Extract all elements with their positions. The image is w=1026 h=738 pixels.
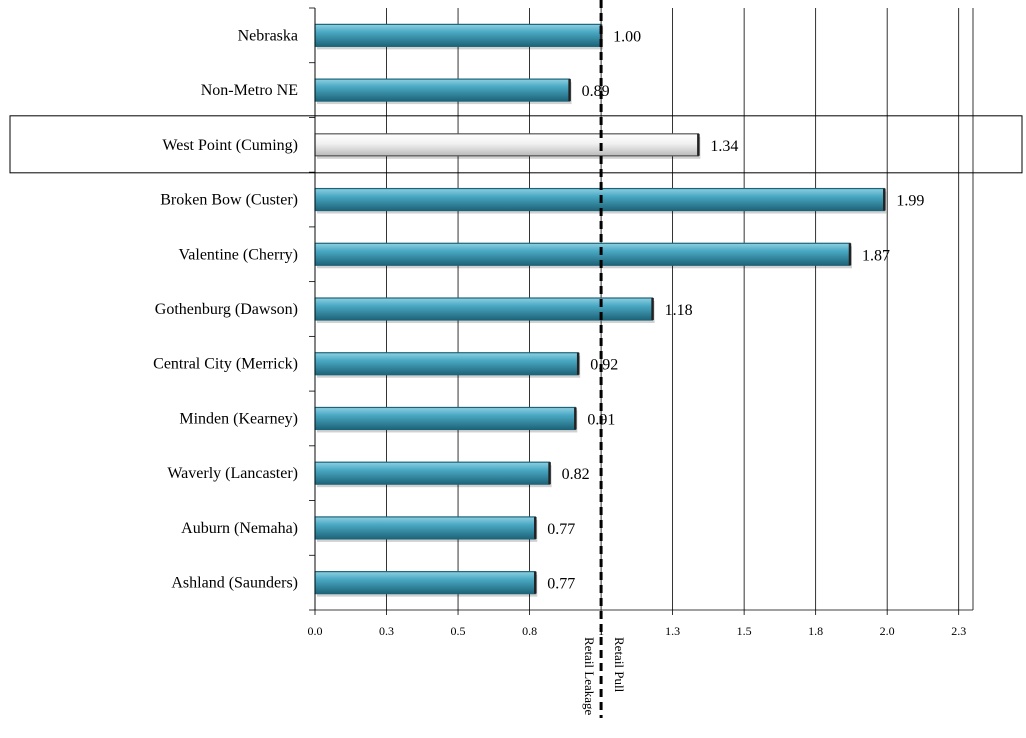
value-label: 0.77 (547, 576, 575, 593)
bars (314, 23, 887, 597)
value-labels: 1.000.891.341.991.871.180.920.910.820.77… (547, 28, 924, 592)
category-label: Waverly (Lancaster) (167, 465, 298, 482)
x-tick-label: 0.5 (451, 624, 466, 638)
reference-line: Retail Leakage Retail Pull (582, 0, 627, 718)
bar-highlighted (314, 133, 699, 157)
value-label: 1.18 (665, 302, 693, 319)
bar (314, 406, 576, 431)
value-label: 0.77 (547, 521, 575, 538)
bar (314, 23, 602, 47)
value-label: 1.99 (896, 193, 924, 210)
x-tick-label: 1.8 (808, 624, 823, 638)
x-tick-label: 0.3 (379, 624, 394, 638)
category-label: Central City (Merrick) (153, 356, 298, 373)
category-label: Valentine (Cherry) (178, 246, 298, 263)
x-tick-label: 0.8 (522, 624, 537, 638)
bar (314, 516, 536, 540)
bar (314, 78, 571, 102)
category-label: Gothenburg (Dawson) (155, 301, 298, 318)
x-axis: 0.00.30.50.811.31.51.82.02.3 (308, 7, 973, 638)
bar (314, 461, 551, 485)
category-label: Ashland (Saunders) (171, 575, 298, 592)
x-tick-label: 1.5 (737, 624, 752, 638)
value-label: 1.34 (710, 138, 738, 155)
highlight-row-box (9, 115, 1023, 174)
highlight-box (9, 115, 1023, 174)
x-tick-label: 2.0 (880, 624, 895, 638)
value-label: 1.87 (862, 247, 890, 264)
category-label: Nebraska (238, 27, 298, 44)
retail-leakage-label: Retail Leakage (582, 637, 597, 716)
x-tick-label: 1.3 (665, 624, 680, 638)
value-label: 1.00 (613, 28, 641, 45)
category-labels: Nebraska Non-Metro NE West Point (Cuming) B… (153, 27, 298, 591)
category-label: Auburn (Nemaha) (181, 520, 298, 537)
bar (314, 571, 536, 595)
value-label: 0.89 (582, 83, 610, 100)
bar (314, 352, 579, 376)
category-label: Broken Bow (Custer) (160, 192, 298, 209)
value-label: 0.92 (590, 357, 618, 374)
category-label: Minden (Kearney) (179, 410, 298, 427)
x-tick-label: 0.0 (308, 624, 323, 638)
bar (314, 242, 851, 266)
value-label: 0.82 (562, 466, 590, 483)
x-tick-label: 2.3 (951, 624, 966, 638)
category-label: Non-Metro NE (201, 82, 298, 99)
category-label: West Point (Cuming) (162, 137, 298, 154)
retail-pull-label: Retail Pull (612, 637, 627, 693)
